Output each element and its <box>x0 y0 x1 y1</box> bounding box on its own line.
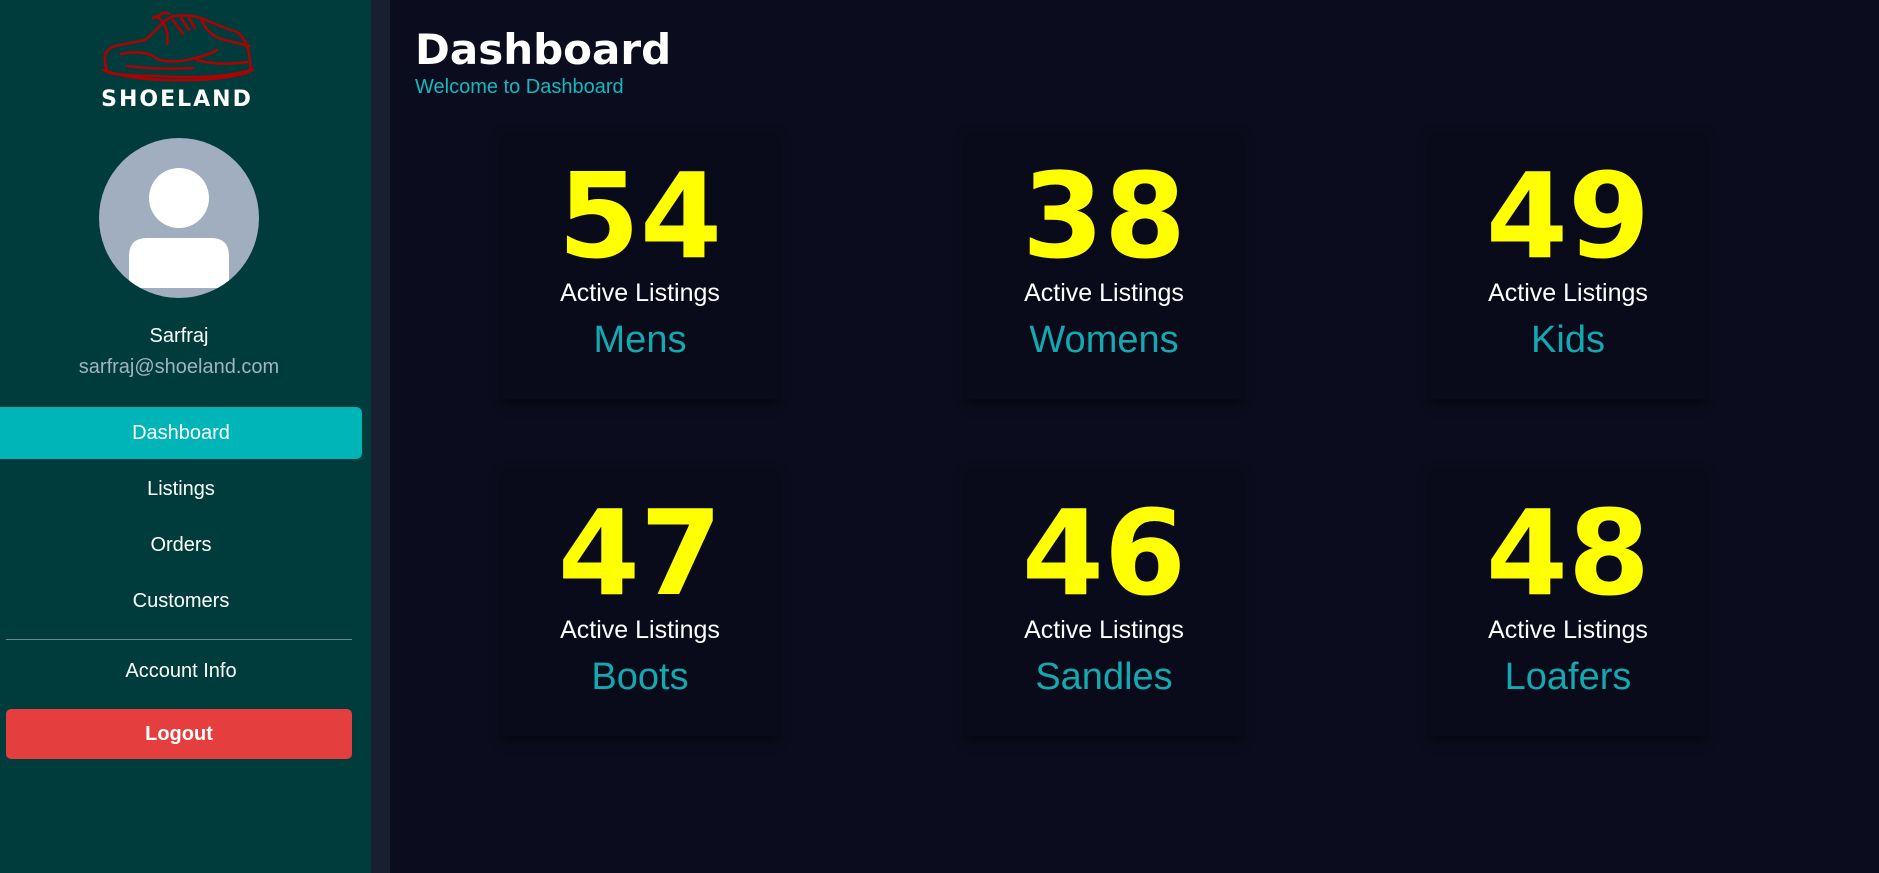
user-avatar-icon <box>129 168 229 288</box>
stat-category: Boots <box>591 656 689 698</box>
stat-value: 46 <box>1021 484 1187 622</box>
stat-category: Loafers <box>1504 656 1632 698</box>
page-title: Dashboard <box>415 25 672 74</box>
avatar[interactable] <box>99 138 259 298</box>
sidebar-item-listings[interactable]: Listings <box>147 478 215 500</box>
stat-label: Active Listings <box>1488 616 1648 644</box>
stat-value: 54 <box>557 147 723 285</box>
stat-value: 48 <box>1485 484 1651 622</box>
stat-value: 49 <box>1485 147 1651 285</box>
stat-card-boots[interactable]: 47 Active Listings Boots <box>503 470 777 736</box>
stat-label: Active Listings <box>1488 279 1648 307</box>
stat-card-kids[interactable]: 49 Active Listings Kids <box>1431 133 1705 399</box>
shoe-icon <box>101 11 255 82</box>
stat-value: 38 <box>1021 147 1187 285</box>
sidebar-scroll-gutter <box>371 0 390 873</box>
stat-label: Active Listings <box>1024 279 1184 307</box>
sidebar-item-customers[interactable]: Customers <box>132 590 230 612</box>
page-subtitle: Welcome to Dashboard <box>415 76 624 98</box>
sidebar-divider <box>6 639 352 640</box>
stat-category: Sandles <box>1035 656 1173 698</box>
stat-category: Mens <box>593 319 687 361</box>
stat-label: Active Listings <box>560 279 720 307</box>
brand-name: SHOELAND <box>101 87 253 112</box>
logout-button[interactable]: Logout <box>6 709 352 759</box>
stat-label: Active Listings <box>1024 616 1184 644</box>
user-name: Sarfraj <box>149 325 209 347</box>
stat-category: Womens <box>1029 319 1179 361</box>
stat-category: Kids <box>1531 319 1605 361</box>
brand-logo[interactable]: SHOELAND <box>97 10 257 114</box>
sidebar-item-orders[interactable]: Orders <box>150 534 212 556</box>
sidebar-item-dashboard[interactable]: Dashboard <box>0 407 362 459</box>
stat-value: 47 <box>557 484 723 622</box>
user-email: sarfraj@shoeland.com <box>78 356 280 378</box>
stat-card-mens[interactable]: 54 Active Listings Mens <box>503 133 777 399</box>
stat-label: Active Listings <box>560 616 720 644</box>
sidebar-item-account-info[interactable]: Account Info <box>125 660 237 682</box>
sidebar: SHOELAND Sarfraj sarfraj@shoeland.com Da… <box>0 0 371 873</box>
stat-card-loafers[interactable]: 48 Active Listings Loafers <box>1431 470 1705 736</box>
stat-card-sandles[interactable]: 46 Active Listings Sandles <box>967 470 1241 736</box>
stat-card-womens[interactable]: 38 Active Listings Womens <box>967 133 1241 399</box>
